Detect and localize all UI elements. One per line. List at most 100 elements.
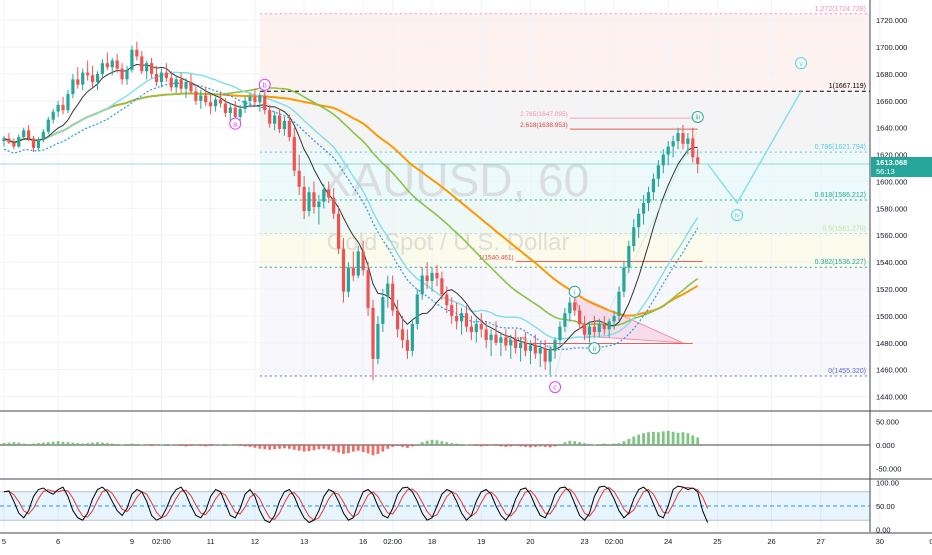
candle-body (17, 137, 21, 147)
candle-body (218, 99, 223, 104)
candle-body (686, 138, 690, 144)
candle-body (573, 302, 577, 311)
price-tick-label: 1560.000 (876, 231, 907, 240)
candle-body (420, 275, 424, 295)
fib-band (259, 13, 871, 92)
macd-bar (135, 444, 139, 445)
macd-bar (110, 443, 114, 445)
fib-band (259, 152, 871, 201)
macd-bar (632, 436, 636, 445)
ma-lightblue (3, 71, 699, 340)
candle-body (130, 49, 134, 70)
price-tick-label: 1480.000 (876, 339, 907, 348)
candle-body (484, 329, 488, 341)
macd-bar (563, 442, 567, 445)
time-tick-label: 6 (56, 537, 60, 546)
macd-bar (174, 445, 178, 446)
macd-bar (233, 445, 237, 446)
candle-body (523, 342, 528, 351)
candle-body (66, 94, 70, 111)
macd-bar (351, 445, 355, 452)
candles (2, 41, 700, 381)
candle-body (90, 75, 95, 82)
candle-body (617, 291, 621, 316)
candle-body (46, 119, 50, 132)
wave-label: iii (695, 115, 700, 122)
extension-label: 2.765(1647.095) (520, 111, 568, 118)
macd-bar (86, 443, 90, 445)
time-tick-label: 20 (526, 537, 534, 546)
fib-level-label: 0.382(1536.227) (815, 259, 866, 266)
macd-bar (179, 445, 183, 446)
candle-body (120, 68, 124, 80)
candle-body (100, 63, 104, 74)
macd-bar (105, 443, 109, 445)
candle-body (386, 283, 390, 298)
candle-body (174, 79, 178, 88)
watermark-description: Gold Spot / U.S. Dollar (327, 229, 570, 256)
macd-bar (391, 445, 395, 447)
macd-bar (273, 445, 276, 450)
candle-body (445, 294, 449, 306)
macd-bar (283, 445, 286, 449)
candle-body (12, 142, 16, 147)
candle-body (587, 326, 592, 335)
candle-body (622, 267, 626, 292)
candle-body (248, 96, 252, 101)
candle-body (440, 278, 444, 295)
macd-bar (189, 445, 193, 446)
macd-bar (568, 440, 572, 445)
price-tick-label: 1580.000 (876, 204, 907, 213)
candle-body (110, 60, 114, 68)
macd-bar (224, 444, 227, 445)
candle-body (213, 99, 218, 107)
candle-body (469, 326, 473, 333)
macd-bar (238, 445, 242, 446)
macd-bar (130, 443, 134, 445)
last-price-badge (871, 157, 932, 177)
macd-bar (543, 445, 547, 447)
wave-label-circle (229, 117, 242, 130)
time-tick-label: 19 (477, 537, 485, 546)
candle-body (297, 170, 301, 187)
candle-body (519, 342, 523, 349)
price-tick-label: 1620.000 (876, 151, 907, 160)
candle-body (76, 79, 80, 85)
stoch-tick-label: 0.00 (876, 526, 891, 535)
macd-bar (583, 443, 586, 445)
candle-body (332, 197, 336, 214)
macd-bar (228, 444, 232, 446)
candle-body (31, 138, 36, 148)
macd-bar (578, 442, 582, 445)
macd-bar (332, 445, 336, 452)
macd-bar (474, 445, 478, 446)
candle-body (464, 313, 469, 327)
macd-bar (499, 445, 503, 447)
fib-level-label: 0.786(1621.794) (815, 144, 866, 151)
macd-bar (445, 442, 449, 445)
fib-level-label: 0.618(1586.212) (815, 192, 866, 199)
macd-bar (593, 444, 596, 446)
macd-bar (553, 445, 557, 447)
candle-body (317, 201, 321, 208)
candle-body (558, 326, 562, 341)
macd-bar (401, 445, 404, 447)
candle-body (169, 77, 173, 88)
stoch-k-line (3, 485, 709, 524)
macd-bar (263, 445, 267, 450)
macd-bar (381, 445, 385, 452)
candle-body (258, 95, 262, 103)
time-tick-label: 02:00 (605, 537, 624, 546)
macd-bar (494, 445, 498, 446)
candle-body (528, 345, 533, 351)
macd-bar (371, 445, 375, 456)
macd-tick-label: 0.000 (876, 441, 895, 450)
macd-bar (297, 445, 301, 451)
macd-bar (686, 433, 690, 445)
candle-body (7, 138, 11, 143)
candle-body (666, 146, 670, 155)
macd-bar (573, 441, 577, 445)
candle-body (381, 297, 385, 324)
macd-bar (361, 445, 365, 453)
